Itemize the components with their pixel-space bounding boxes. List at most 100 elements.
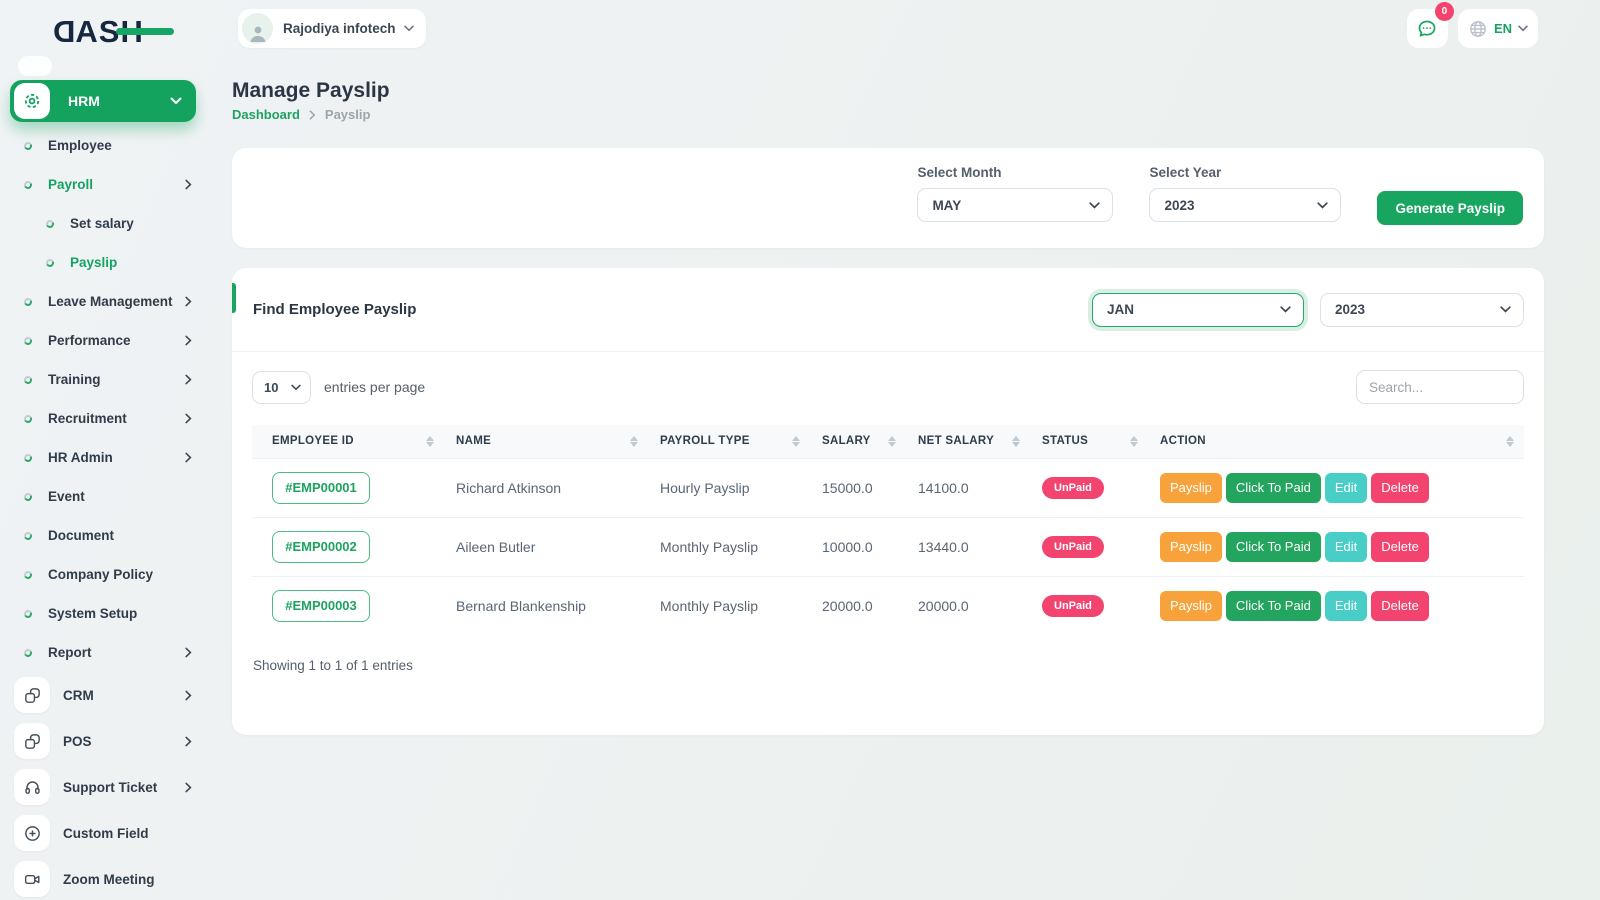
sidebar-item-set-salary[interactable]: Set salary <box>0 204 210 243</box>
page-title: Manage Payslip <box>232 79 390 102</box>
sidebar-item-hrm[interactable]: HRM <box>10 80 196 122</box>
sidebar-item-performance[interactable]: Performance <box>0 321 210 360</box>
click-to-paid-button[interactable]: Click To Paid <box>1225 531 1321 562</box>
search-input[interactable] <box>1356 370 1524 404</box>
month-select[interactable]: MAY <box>917 188 1114 222</box>
sidebar-item-event[interactable]: Event <box>0 477 210 516</box>
sidebar-item-company-policy[interactable]: Company Policy <box>0 555 210 594</box>
edit-button[interactable]: Edit <box>1324 590 1368 621</box>
generate-payslip-button[interactable]: Generate Payslip <box>1377 191 1523 225</box>
sidebar-item-label: Document <box>48 528 115 543</box>
edit-button[interactable]: Edit <box>1324 531 1368 562</box>
sort-icon[interactable] <box>1012 435 1020 447</box>
payslip-button[interactable]: Payslip <box>1160 472 1222 503</box>
employee-id-badge[interactable]: #EMP00003 <box>272 589 370 622</box>
sidebar-item-recruitment[interactable]: Recruitment <box>0 399 210 438</box>
year-select-value: 2023 <box>1164 197 1195 213</box>
bullet-icon <box>22 179 34 190</box>
status-badge: UnPaid <box>1042 535 1104 558</box>
chevron-right-icon <box>185 413 192 424</box>
sort-icon[interactable] <box>1130 435 1138 447</box>
sidebar-item-label: System Setup <box>48 606 138 621</box>
table-row: #EMP00001 Richard Atkinson Hourly Paysli… <box>252 457 1524 517</box>
status-badge: UnPaid <box>1042 476 1104 499</box>
language-value: EN <box>1493 21 1512 36</box>
sidebar-item-support-ticket[interactable]: Support Ticket <box>0 764 210 810</box>
breadcrumb-dashboard-link[interactable]: Dashboard <box>232 107 300 122</box>
chevron-down-icon <box>1280 306 1291 313</box>
chevron-right-icon <box>185 782 192 792</box>
language-selector[interactable]: EN <box>1457 9 1538 48</box>
chevron-right-icon <box>309 109 316 120</box>
column-header-action[interactable]: ACTION <box>1148 425 1524 458</box>
header-actions: 0 EN <box>1406 2 1538 48</box>
sidebar-item-label: Company Policy <box>48 567 154 582</box>
entries-per-page-select[interactable]: 10 <box>252 370 311 404</box>
sidebar-item-hr-admin[interactable]: HR Admin <box>0 438 210 477</box>
find-card-header: Find Employee Payslip JAN 2023 <box>232 268 1544 352</box>
entries-per-page-label: entries per page <box>324 379 426 395</box>
employee-id-badge[interactable]: #EMP00002 <box>272 530 370 563</box>
logo-letter: D <box>52 14 76 49</box>
find-month-select[interactable]: JAN <box>1092 292 1304 327</box>
column-header-status[interactable]: STATUS <box>1030 425 1148 458</box>
sidebar-item-label: Payroll <box>48 177 94 192</box>
column-header-employee-id[interactable]: EMPLOYEE ID <box>252 425 444 458</box>
sidebar-item-employee[interactable]: Employee <box>0 126 210 165</box>
generate-payslip-card: Select Month MAY Select Year 2023 Genera… <box>232 148 1544 248</box>
sidebar-menu: Employee Payroll Set salary Payslip Leav… <box>0 126 210 900</box>
find-year-select[interactable]: 2023 <box>1320 292 1524 327</box>
select-year-field: Select Year 2023 <box>1149 165 1342 222</box>
messages-button[interactable]: 0 <box>1406 2 1454 48</box>
company-selector[interactable]: Rajodiya infotech <box>238 9 426 48</box>
month-select-value: MAY <box>932 197 962 213</box>
chevron-down-icon <box>1089 201 1101 209</box>
click-to-paid-button[interactable]: Click To Paid <box>1225 472 1321 503</box>
delete-button[interactable]: Delete <box>1371 531 1429 562</box>
chevron-right-icon <box>185 690 192 700</box>
chevron-right-icon <box>185 736 192 746</box>
click-to-paid-button[interactable]: Click To Paid <box>1225 590 1321 621</box>
column-header-payroll-type[interactable]: PAYROLL TYPE <box>648 425 810 458</box>
employee-name-cell: Richard Atkinson <box>444 457 648 517</box>
find-payslip-card: Find Employee Payslip JAN 2023 <box>232 268 1544 735</box>
sidebar-item-payroll[interactable]: Payroll <box>0 165 210 204</box>
payroll-type-cell: Monthly Payslip <box>648 575 810 635</box>
sidebar-item-training[interactable]: Training <box>0 360 210 399</box>
sidebar-item-zoom-meeting[interactable]: Zoom Meeting <box>0 856 210 900</box>
sidebar-item-crm[interactable]: CRM <box>0 672 210 718</box>
year-select[interactable]: 2023 <box>1149 188 1342 222</box>
scrolled-item-stub <box>18 56 52 76</box>
employee-id-badge[interactable]: #EMP00001 <box>272 471 370 504</box>
sidebar-item-custom-field[interactable]: Custom Field <box>0 810 210 856</box>
sidebar-item-pos[interactable]: POS <box>0 718 210 764</box>
employee-name-cell: Aileen Butler <box>444 516 648 576</box>
delete-button[interactable]: Delete <box>1371 472 1429 503</box>
column-header-net-salary[interactable]: NET SALARY <box>906 425 1030 458</box>
sidebar-item-system-setup[interactable]: System Setup <box>0 594 210 633</box>
sort-icon[interactable] <box>630 435 638 447</box>
sidebar-item-label: Payslip <box>70 255 118 270</box>
sidebar-item-document[interactable]: Document <box>0 516 210 555</box>
chevron-down-icon <box>1500 306 1511 313</box>
column-header-salary[interactable]: SALARY <box>810 425 906 458</box>
payslip-button[interactable]: Payslip <box>1160 531 1222 562</box>
sidebar-item-leave-management[interactable]: Leave Management <box>0 282 210 321</box>
find-card-title: Find Employee Payslip <box>253 301 417 318</box>
sort-icon[interactable] <box>1506 435 1514 447</box>
brand-logo[interactable]: D ASH <box>52 14 174 50</box>
sort-icon[interactable] <box>792 435 800 447</box>
sort-icon[interactable] <box>888 435 896 447</box>
payslip-button[interactable]: Payslip <box>1160 590 1222 621</box>
sidebar-item-report[interactable]: Report <box>0 633 210 672</box>
sidebar-item-payslip[interactable]: Payslip <box>0 243 210 282</box>
sidebar-item-label: POS <box>63 733 92 749</box>
actions-cell: Payslip Click To Paid Edit Delete <box>1148 457 1524 517</box>
edit-button[interactable]: Edit <box>1324 472 1368 503</box>
sort-icon[interactable] <box>426 435 434 447</box>
table-row: #EMP00003 Bernard Blankenship Monthly Pa… <box>252 575 1524 635</box>
column-header-name[interactable]: NAME <box>444 425 648 458</box>
delete-button[interactable]: Delete <box>1371 590 1429 621</box>
chevron-right-icon <box>185 374 192 385</box>
find-year-value: 2023 <box>1335 302 1366 317</box>
